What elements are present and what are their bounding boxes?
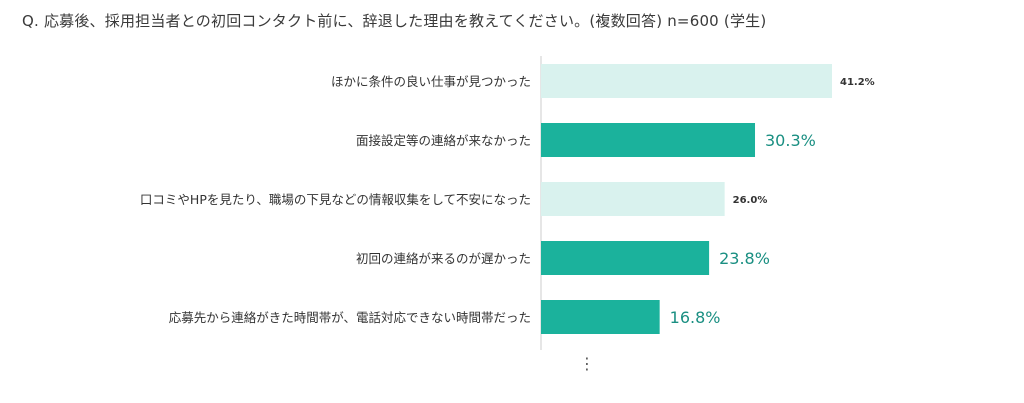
category-label: 応募先から連絡がきた時間帯が、電話対応できない時間帯だった <box>169 310 531 325</box>
category-label: 口コミやHPを見たり、職場の下見などの情報収集をして不安になった <box>140 192 531 207</box>
chart-title: Q. 応募後、採用担当者との初回コンタクト前に、辞退した理由を教えてください。(… <box>22 12 767 30</box>
bar <box>541 123 756 157</box>
bar <box>541 182 725 216</box>
category-label: ほかに条件の良い仕事が見つかった <box>331 74 531 89</box>
category-label: 面接設定等の連絡が来なかった <box>356 133 531 148</box>
value-label: 26.0% <box>733 195 768 206</box>
more-options-icon[interactable]: ⋮ <box>579 354 595 373</box>
bar <box>541 64 832 98</box>
category-label: 初回の連絡が来るのが遅かった <box>356 251 531 266</box>
value-label: 41.2% <box>840 77 875 88</box>
bar <box>541 241 710 275</box>
value-label: 23.8% <box>719 249 770 268</box>
value-label: 30.3% <box>765 131 816 150</box>
value-label: 16.8% <box>670 308 721 327</box>
bar <box>541 300 660 334</box>
